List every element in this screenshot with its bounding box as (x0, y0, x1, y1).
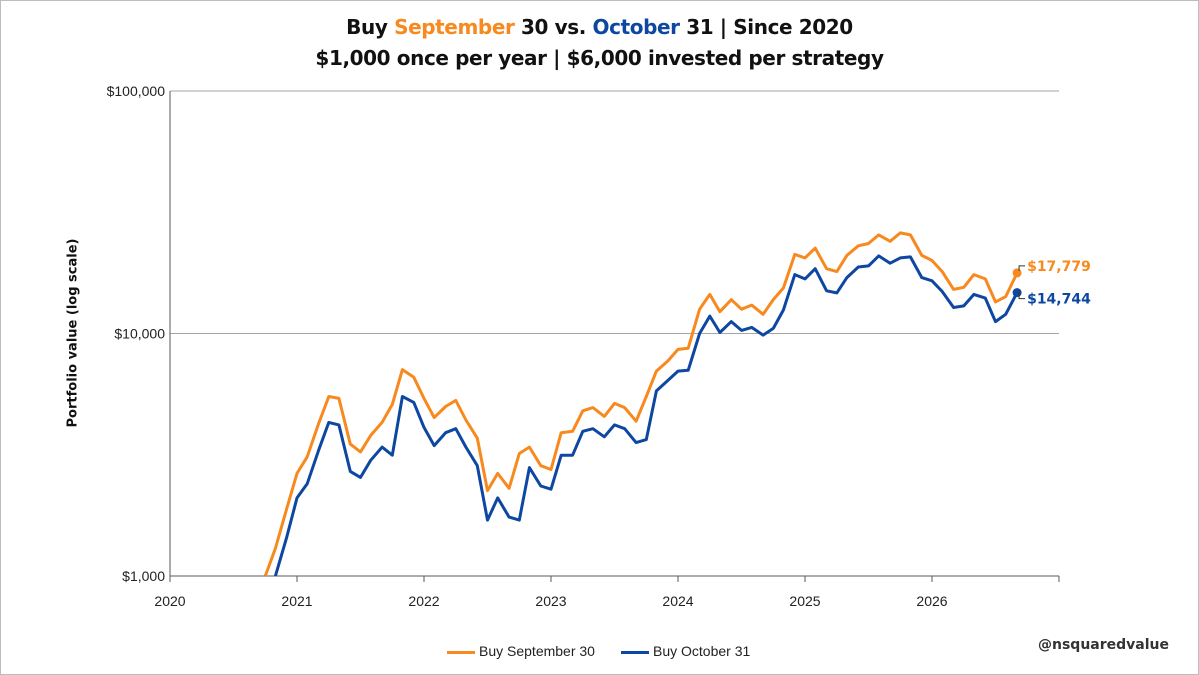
chart-title-line1: Buy September 30 vs. October 31 | Since … (0, 12, 1199, 43)
y-tick-label: $1,000 (122, 568, 165, 584)
legend-item-series2: Buy October 31 (621, 643, 750, 659)
title-text-mid: 30 vs. (514, 15, 593, 39)
series-end-label-2: $14,744 (1027, 292, 1091, 308)
title-series1-highlight: September (394, 15, 515, 39)
series-end-label-1: $17,779 (1027, 259, 1091, 275)
title-series2-highlight: October (592, 15, 681, 39)
chart-subtitle: $1,000 once per year | $6,000 invested p… (315, 46, 884, 70)
legend-label-series2: Buy October 31 (653, 643, 751, 659)
x-tick-label: 2023 (535, 593, 566, 609)
x-tick-label: 2024 (662, 593, 693, 609)
y-axis-label: Portfolio value (log scale) (65, 238, 81, 428)
series-line-1 (263, 231, 1019, 576)
series-line-2 (273, 254, 1019, 576)
legend-label-series1: Buy September 30 (479, 643, 595, 659)
x-tick-label: 2026 (916, 593, 947, 609)
series-end-marker-1 (1012, 268, 1022, 278)
end-label-leader-1 (1018, 265, 1026, 271)
x-tick-label: 2022 (408, 593, 439, 609)
x-tick-label: 2021 (281, 593, 312, 609)
end-label-leader-2 (1018, 290, 1026, 300)
legend-item-series1: Buy September 30 (447, 643, 595, 659)
x-tick-label: 2025 (789, 593, 820, 609)
x-tick-label: 2020 (154, 593, 185, 609)
y-tick-label: $100,000 (107, 83, 166, 99)
legend-swatch-series1 (447, 650, 475, 654)
watermark: @nsquaredvalue (1038, 637, 1169, 653)
y-tick-label: $10,000 (114, 326, 165, 342)
title-text-post: 31 | Since 2020 (679, 15, 853, 39)
title-text-pre: Buy (346, 15, 395, 39)
chart-title: Buy September 30 vs. October 31 | Since … (0, 12, 1199, 74)
legend-swatch-series2 (621, 650, 649, 654)
series-end-marker-2 (1012, 288, 1022, 298)
